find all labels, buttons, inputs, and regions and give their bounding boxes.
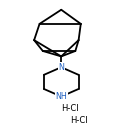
Text: NH: NH (55, 92, 67, 101)
Text: H-Cl: H-Cl (70, 116, 87, 125)
Text: H-Cl: H-Cl (61, 104, 79, 113)
Text: N: N (58, 63, 64, 72)
